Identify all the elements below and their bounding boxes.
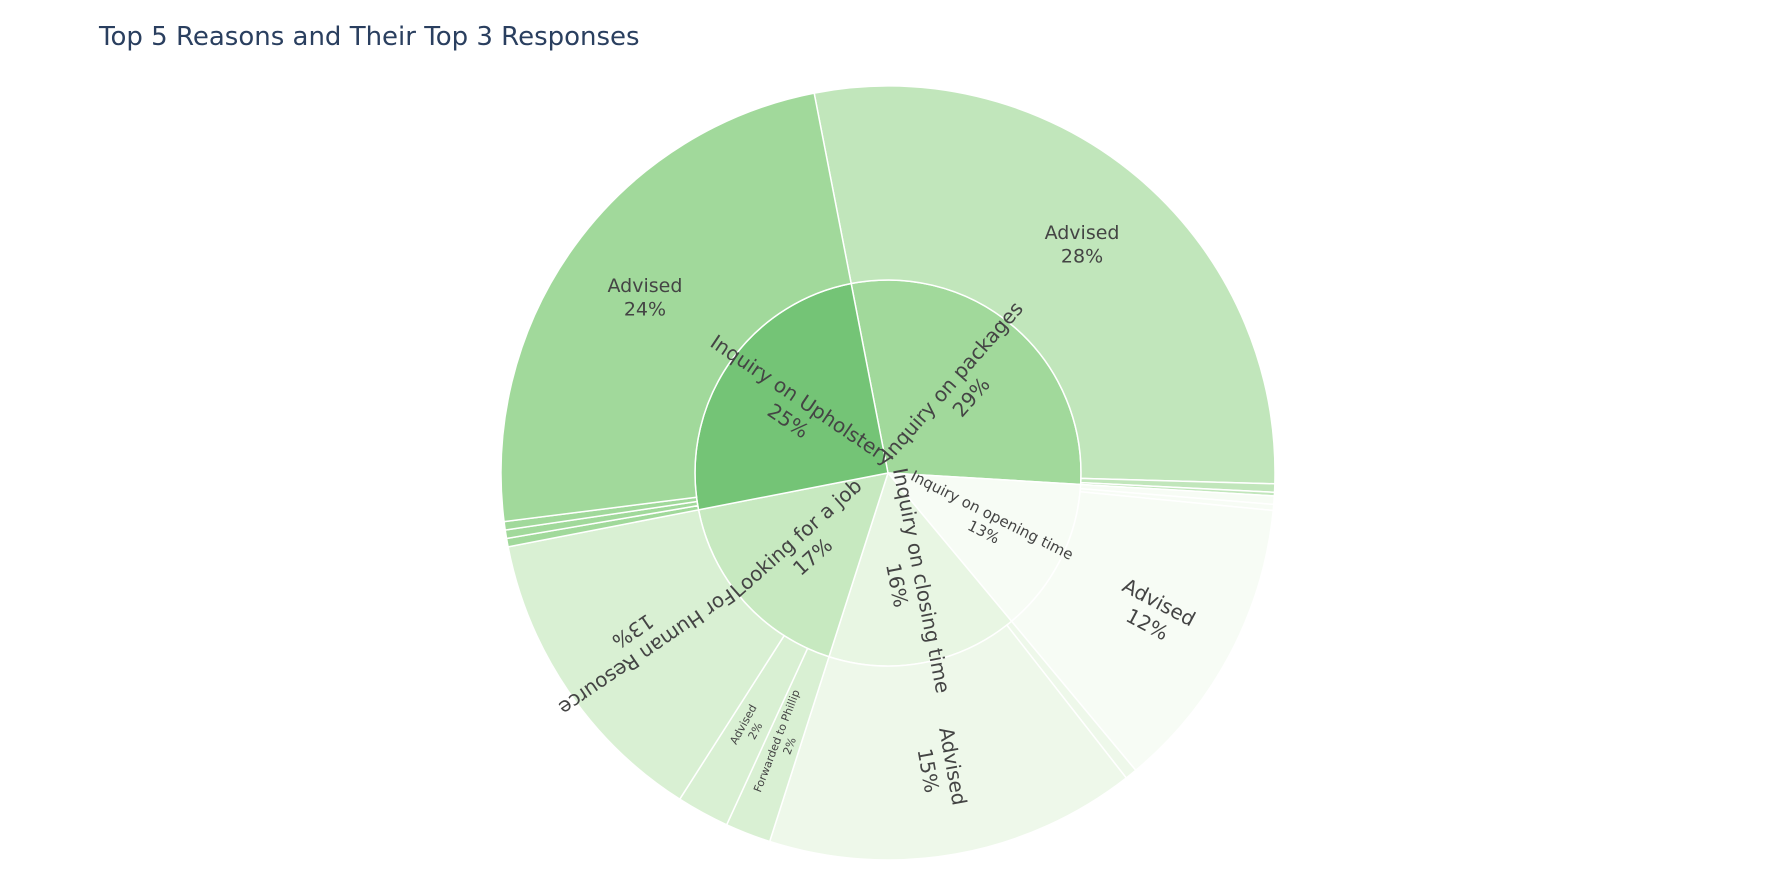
label-inquiry-on-upholstery-advised: Advised 24% [608, 275, 683, 321]
segment-inquiry-on-upholstery-advised[interactable] [500, 92, 853, 523]
segment-inquiry-on-closing-time-advised[interactable] [768, 624, 1128, 861]
segment-inquiry-on-opening-time-advised[interactable] [1010, 490, 1274, 772]
sunburst-segments [500, 85, 1276, 861]
label-inquiry-on-packages-advised: Advised 28% [1045, 222, 1120, 268]
segment-looking-for-a-job-for-human-resource[interactable] [507, 508, 786, 801]
segment-inquiry-on-packages-advised[interactable] [813, 85, 1276, 485]
chart-title: Top 5 Reasons and Their Top 3 Responses [99, 22, 640, 52]
